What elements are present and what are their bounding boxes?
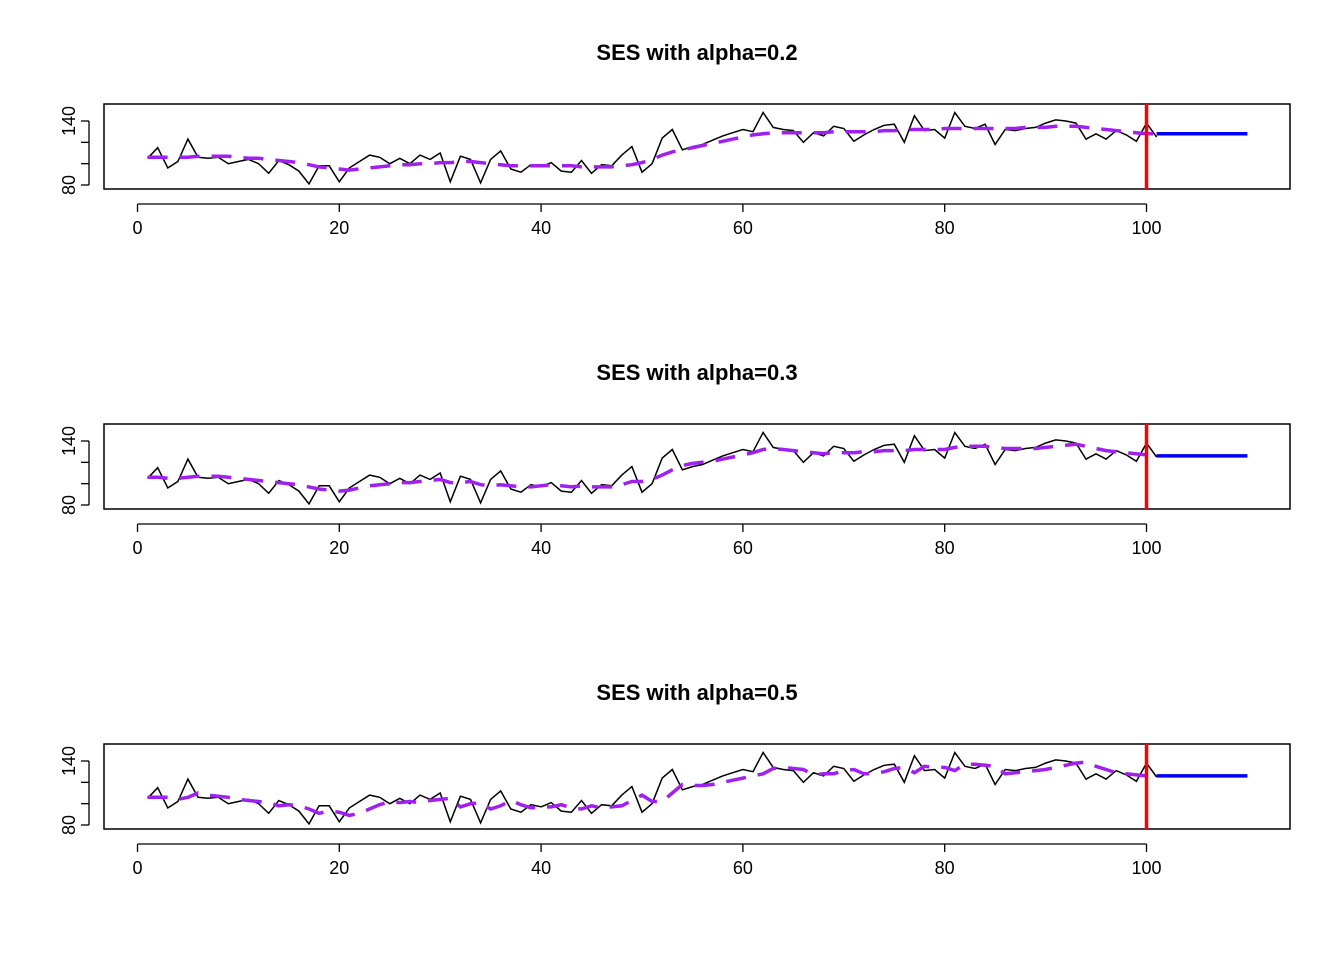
- x-tick-label: 100: [1131, 858, 1161, 878]
- x-tick-label: 20: [329, 538, 349, 558]
- x-tick-label: 60: [733, 218, 753, 238]
- y-tick-label: 140: [59, 106, 79, 136]
- y-tick-label: 140: [59, 746, 79, 776]
- plot-area: [147, 750, 1248, 826]
- observed-series-line: [147, 110, 1158, 186]
- observed-series-line: [147, 430, 1158, 506]
- y-tick-label: 80: [59, 175, 79, 195]
- chart-title: SES with alpha=0.2: [596, 40, 797, 65]
- y-tick-label: 80: [59, 815, 79, 835]
- x-tick-label: 100: [1131, 218, 1161, 238]
- x-tick-label: 0: [132, 858, 142, 878]
- x-tick-label: 40: [531, 218, 551, 238]
- x-tick-label: 80: [935, 538, 955, 558]
- plot-frame: [103, 103, 1291, 190]
- x-tick-label: 80: [935, 218, 955, 238]
- observed-series-line: [147, 750, 1158, 826]
- x-tick-label: 0: [132, 218, 142, 238]
- plot-frame: [103, 743, 1291, 830]
- chart-title: SES with alpha=0.5: [596, 680, 797, 705]
- x-tick-label: 40: [531, 858, 551, 878]
- y-tick-label: 140: [59, 426, 79, 456]
- x-tick-label: 80: [935, 858, 955, 878]
- chart-panel-3: SES with alpha=0.5 0 20 40 60 80 100 80 140: [59, 680, 1291, 878]
- plot-area: [147, 110, 1248, 186]
- x-tick-label: 0: [132, 538, 142, 558]
- x-tick-label: 100: [1131, 538, 1161, 558]
- fitted-series-line: [147, 442, 1157, 493]
- x-tick-label: 20: [329, 218, 349, 238]
- y-tick-label: 80: [59, 495, 79, 515]
- x-tick-label: 20: [329, 858, 349, 878]
- plot-frame: [103, 423, 1291, 510]
- fitted-series-line: [147, 760, 1157, 818]
- plot-area: [147, 430, 1248, 506]
- x-tick-label: 40: [531, 538, 551, 558]
- x-tick-label: 60: [733, 858, 753, 878]
- fitted-series-line: [147, 124, 1157, 172]
- chart-panel-2: SES with alpha=0.3 0 20 40 60 80 100 80 140: [59, 360, 1291, 558]
- chart-title: SES with alpha=0.3: [596, 360, 797, 385]
- chart-panel-1: SES with alpha=0.2 0 20 40 60 80 100 80 140: [59, 40, 1291, 238]
- x-tick-label: 60: [733, 538, 753, 558]
